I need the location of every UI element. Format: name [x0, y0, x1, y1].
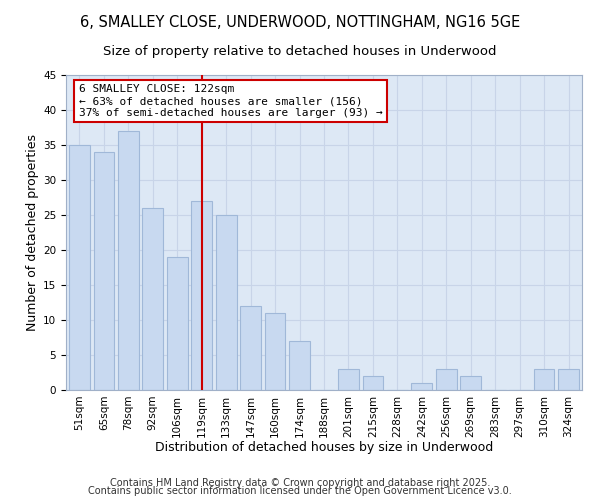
Bar	[69, 145, 90, 390]
Bar	[216, 215, 236, 390]
Bar	[142, 208, 163, 390]
Bar	[362, 376, 383, 390]
Text: Contains HM Land Registry data © Crown copyright and database right 2025.: Contains HM Land Registry data © Crown c…	[110, 478, 490, 488]
Bar	[436, 369, 457, 390]
Bar	[289, 341, 310, 390]
Text: 6 SMALLEY CLOSE: 122sqm
← 63% of detached houses are smaller (156)
37% of semi-d: 6 SMALLEY CLOSE: 122sqm ← 63% of detache…	[79, 84, 383, 117]
Y-axis label: Number of detached properties: Number of detached properties	[26, 134, 39, 331]
Bar	[265, 313, 286, 390]
Bar	[338, 369, 359, 390]
Bar	[191, 201, 212, 390]
Bar	[118, 131, 139, 390]
Text: 6, SMALLEY CLOSE, UNDERWOOD, NOTTINGHAM, NG16 5GE: 6, SMALLEY CLOSE, UNDERWOOD, NOTTINGHAM,…	[80, 15, 520, 30]
Bar	[94, 152, 114, 390]
Bar	[240, 306, 261, 390]
Bar	[460, 376, 481, 390]
Bar	[167, 257, 188, 390]
Text: Size of property relative to detached houses in Underwood: Size of property relative to detached ho…	[103, 45, 497, 58]
Text: Contains public sector information licensed under the Open Government Licence v3: Contains public sector information licen…	[88, 486, 512, 496]
Bar	[558, 369, 579, 390]
X-axis label: Distribution of detached houses by size in Underwood: Distribution of detached houses by size …	[155, 441, 493, 454]
Bar	[412, 383, 432, 390]
Bar	[534, 369, 554, 390]
